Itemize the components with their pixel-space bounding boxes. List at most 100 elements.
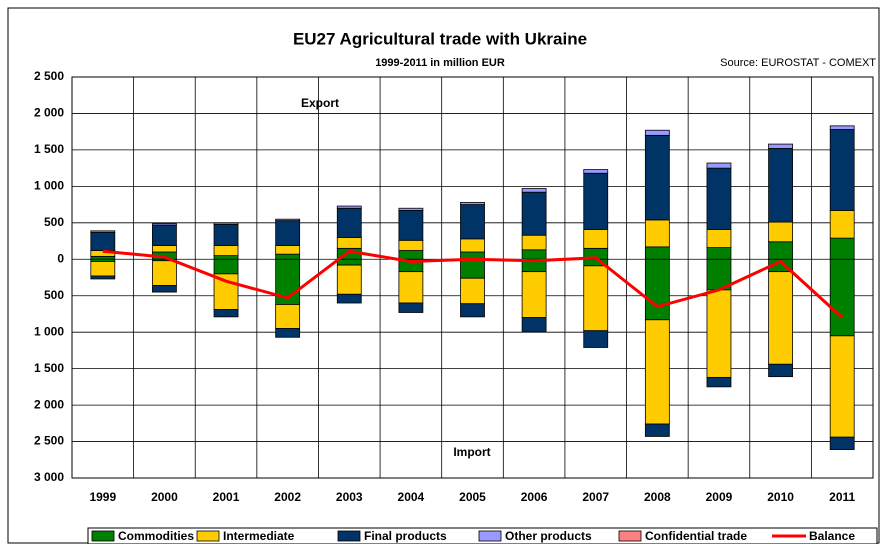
- y-tick-label: 500: [44, 215, 64, 229]
- bar-segment: [336, 293, 362, 304]
- bar-segment: [583, 330, 609, 348]
- y-tick-label: 2 000: [34, 106, 64, 120]
- legend-swatch: [337, 530, 361, 542]
- bar-segment: [706, 247, 732, 260]
- bar-segment: [521, 188, 547, 193]
- bar-segment: [521, 249, 547, 260]
- bar-segment: [336, 205, 362, 209]
- y-tick-label: 2 500: [34, 434, 64, 448]
- bar-segment: [644, 219, 670, 248]
- bar-segment: [213, 223, 239, 246]
- chart-title: EU27 Agricultural trade with Ukraine: [293, 29, 587, 48]
- bar-segment: [398, 250, 424, 260]
- legend-label: Intermediate: [223, 529, 295, 543]
- bar-segment: [706, 162, 732, 169]
- bar-segment: [644, 129, 670, 136]
- bar-segment: [90, 230, 116, 233]
- bar-segment: [90, 275, 116, 280]
- x-tick-label: 2011: [829, 490, 855, 504]
- legend-label: Commodities: [118, 529, 194, 543]
- bar-segment: [644, 246, 670, 260]
- bar-segment: [275, 304, 301, 329]
- y-tick-label: 500: [44, 288, 64, 302]
- bar-segment: [213, 222, 239, 225]
- bar-segment: [336, 236, 362, 249]
- legend-label: Final products: [364, 529, 447, 543]
- bar-segment: [275, 245, 301, 255]
- bar-segment: [336, 207, 362, 238]
- bar-segment: [521, 317, 547, 332]
- legend-label: Other products: [505, 529, 592, 543]
- bar-segment: [768, 148, 793, 223]
- annotation: Import: [453, 445, 490, 459]
- bar-segment: [213, 258, 239, 275]
- bar-segment: [768, 143, 793, 149]
- bar-segment: [768, 241, 793, 260]
- balance-line: [102, 249, 844, 319]
- x-tick-label: 2009: [706, 490, 733, 504]
- bar-segment: [829, 210, 855, 239]
- bar-segment: [829, 436, 855, 450]
- y-tick-label: 1 000: [34, 179, 64, 193]
- x-tick-label: 2002: [274, 490, 301, 504]
- annotation: Export: [301, 96, 339, 110]
- bar-segment: [768, 271, 793, 365]
- x-tick-label: 2007: [582, 490, 609, 504]
- bar-segment: [275, 253, 301, 260]
- legend-swatch: [478, 530, 502, 542]
- bar-segment: [521, 271, 547, 318]
- bar-segment: [583, 169, 609, 174]
- bar-segment: [644, 423, 670, 437]
- bar-segment: [583, 265, 609, 332]
- x-tick-label: 2003: [336, 490, 363, 504]
- bar-segment: [213, 245, 239, 257]
- y-tick-label: 2 500: [34, 69, 64, 83]
- bar-segment: [706, 289, 732, 378]
- x-tick-label: 2008: [644, 490, 671, 504]
- legend-label: Confidential trade: [645, 529, 747, 543]
- bar-segment: [152, 285, 177, 293]
- y-tick-label: 2 000: [34, 397, 64, 411]
- bar-segment: [829, 129, 855, 211]
- bar-segment: [460, 238, 485, 253]
- y-tick-label: 1 000: [34, 324, 64, 338]
- bar-segment: [460, 202, 485, 205]
- bar-segment: [275, 220, 301, 246]
- bar-segment: [152, 224, 177, 246]
- bar-segment: [275, 218, 301, 222]
- bar-segment: [644, 258, 670, 321]
- bar-segment: [768, 221, 793, 243]
- bar-segment: [398, 302, 424, 313]
- bar-segment: [152, 245, 177, 253]
- bar-segment: [583, 172, 609, 230]
- bar-segment: [398, 271, 424, 304]
- x-tick-label: 2000: [151, 490, 178, 504]
- bar-segment: [829, 237, 855, 260]
- bar-segment: [521, 234, 547, 251]
- x-tick-label: 2004: [398, 490, 425, 504]
- chart-subtitle: 1999-2011 in million EUR: [375, 57, 505, 69]
- source-note: Source: EUROSTAT - COMEXT: [720, 57, 876, 69]
- bar-segment: [152, 223, 177, 226]
- bar-segment: [460, 303, 485, 318]
- bar-segment: [398, 239, 424, 251]
- bar-segment: [644, 319, 670, 425]
- legend-label: Balance: [809, 529, 855, 543]
- bar-segment: [644, 134, 670, 221]
- legend-swatch: [618, 530, 642, 542]
- bar-segment: [90, 255, 116, 260]
- bar-segment: [152, 260, 177, 286]
- bar-segment: [460, 204, 485, 240]
- bar-segment: [398, 210, 424, 241]
- bar-segment: [829, 335, 855, 438]
- bar-segment: [706, 376, 732, 388]
- y-tick-label: 0: [57, 251, 64, 265]
- x-tick-label: 2001: [213, 490, 240, 504]
- bar-segment: [768, 363, 793, 378]
- y-tick-label: 1 500: [34, 361, 64, 375]
- bar-segment: [275, 328, 301, 338]
- bar-segment: [583, 228, 609, 249]
- bar-segment: [829, 125, 855, 130]
